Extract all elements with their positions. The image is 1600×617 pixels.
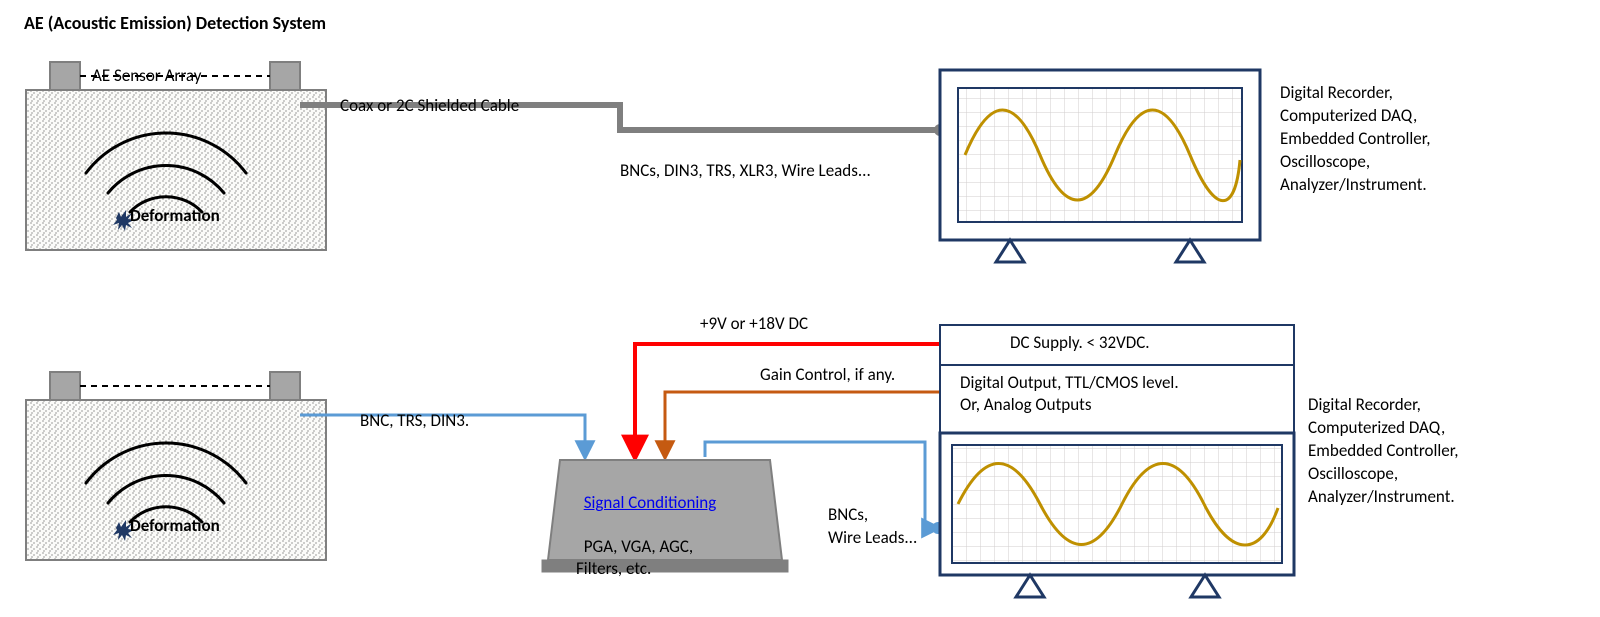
sensor-bottom-right	[270, 372, 300, 400]
dc-supply-label: DC Supply. < 32VDC.	[1010, 332, 1150, 353]
signal-conditioning-link[interactable]: Signal Conditioning	[584, 492, 717, 513]
signal-conditioning-text: Signal Conditioning PGA, VGA, AGC, Filte…	[576, 470, 716, 580]
right-list-top: Digital Recorder, Computerized DAQ, Embe…	[1280, 82, 1430, 197]
right-block	[940, 325, 1294, 597]
page-title: AE (Acoustic Emission) Detection System	[24, 12, 326, 34]
right-list-bottom: Digital Recorder, Computerized DAQ, Embe…	[1308, 394, 1458, 509]
top-cable-label: Coax or 2C Shielded Cable	[340, 95, 519, 116]
dc-voltage-label: +9V or +18V DC	[700, 313, 808, 334]
bottom-cable-label: BNC, TRS, DIN3.	[360, 410, 469, 431]
signal-conditioning-desc: PGA, VGA, AGC, Filters, etc.	[576, 536, 693, 579]
sensor-array-label-top: AE Sensor Array	[92, 65, 201, 86]
digital-output-label: Digital Output, TTL/CMOS level. Or, Anal…	[960, 372, 1179, 416]
gain-control-label: Gain Control, if any.	[760, 364, 895, 385]
deformation-label-bottom: Deformation	[130, 515, 220, 536]
deformation-label-top: Deformation	[130, 205, 220, 226]
sensor-top-left	[50, 62, 80, 90]
sensor-top-right	[270, 62, 300, 90]
cable-dc-supply	[635, 344, 940, 457]
top-connectors-label: BNCs, DIN3, TRS, XLR3, Wire Leads...	[620, 160, 871, 181]
diagram-stage: AE (Acoustic Emission) Detection System …	[0, 0, 1600, 617]
oscilloscope-top	[940, 70, 1260, 262]
sensor-bottom-left	[50, 372, 80, 400]
bnc-wire-label: BNCs, Wire Leads...	[828, 504, 917, 550]
